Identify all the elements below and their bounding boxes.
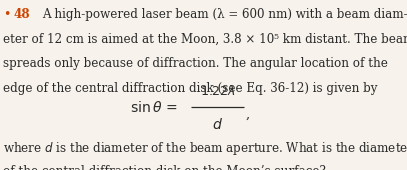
Text: A high-powered laser beam (λ = 600 nm) with a beam diam-: A high-powered laser beam (λ = 600 nm) w… — [42, 8, 407, 21]
Text: $d$: $d$ — [212, 117, 223, 132]
Text: ,: , — [246, 108, 250, 121]
Text: •: • — [3, 8, 11, 21]
Text: of the central diffraction disk on the Moon’s surface?: of the central diffraction disk on the M… — [3, 165, 326, 170]
Text: spreads only because of diffraction. The angular location of the: spreads only because of diffraction. The… — [3, 57, 388, 70]
Text: edge of the central diffraction disk (see Eq. 36-12) is given by: edge of the central diffraction disk (se… — [3, 82, 378, 95]
Text: $1.22\lambda$: $1.22\lambda$ — [200, 84, 236, 98]
Text: where $d$ is the diameter of the beam aperture. What is the diameter: where $d$ is the diameter of the beam ap… — [3, 140, 407, 157]
Text: $\mathrm{sin}\,\theta\,=\,$: $\mathrm{sin}\,\theta\,=\,$ — [130, 100, 178, 115]
Text: 48: 48 — [14, 8, 31, 21]
Text: eter of 12 cm is aimed at the Moon, 3.8 × 10⁵ km distant. The beam: eter of 12 cm is aimed at the Moon, 3.8 … — [3, 32, 407, 45]
